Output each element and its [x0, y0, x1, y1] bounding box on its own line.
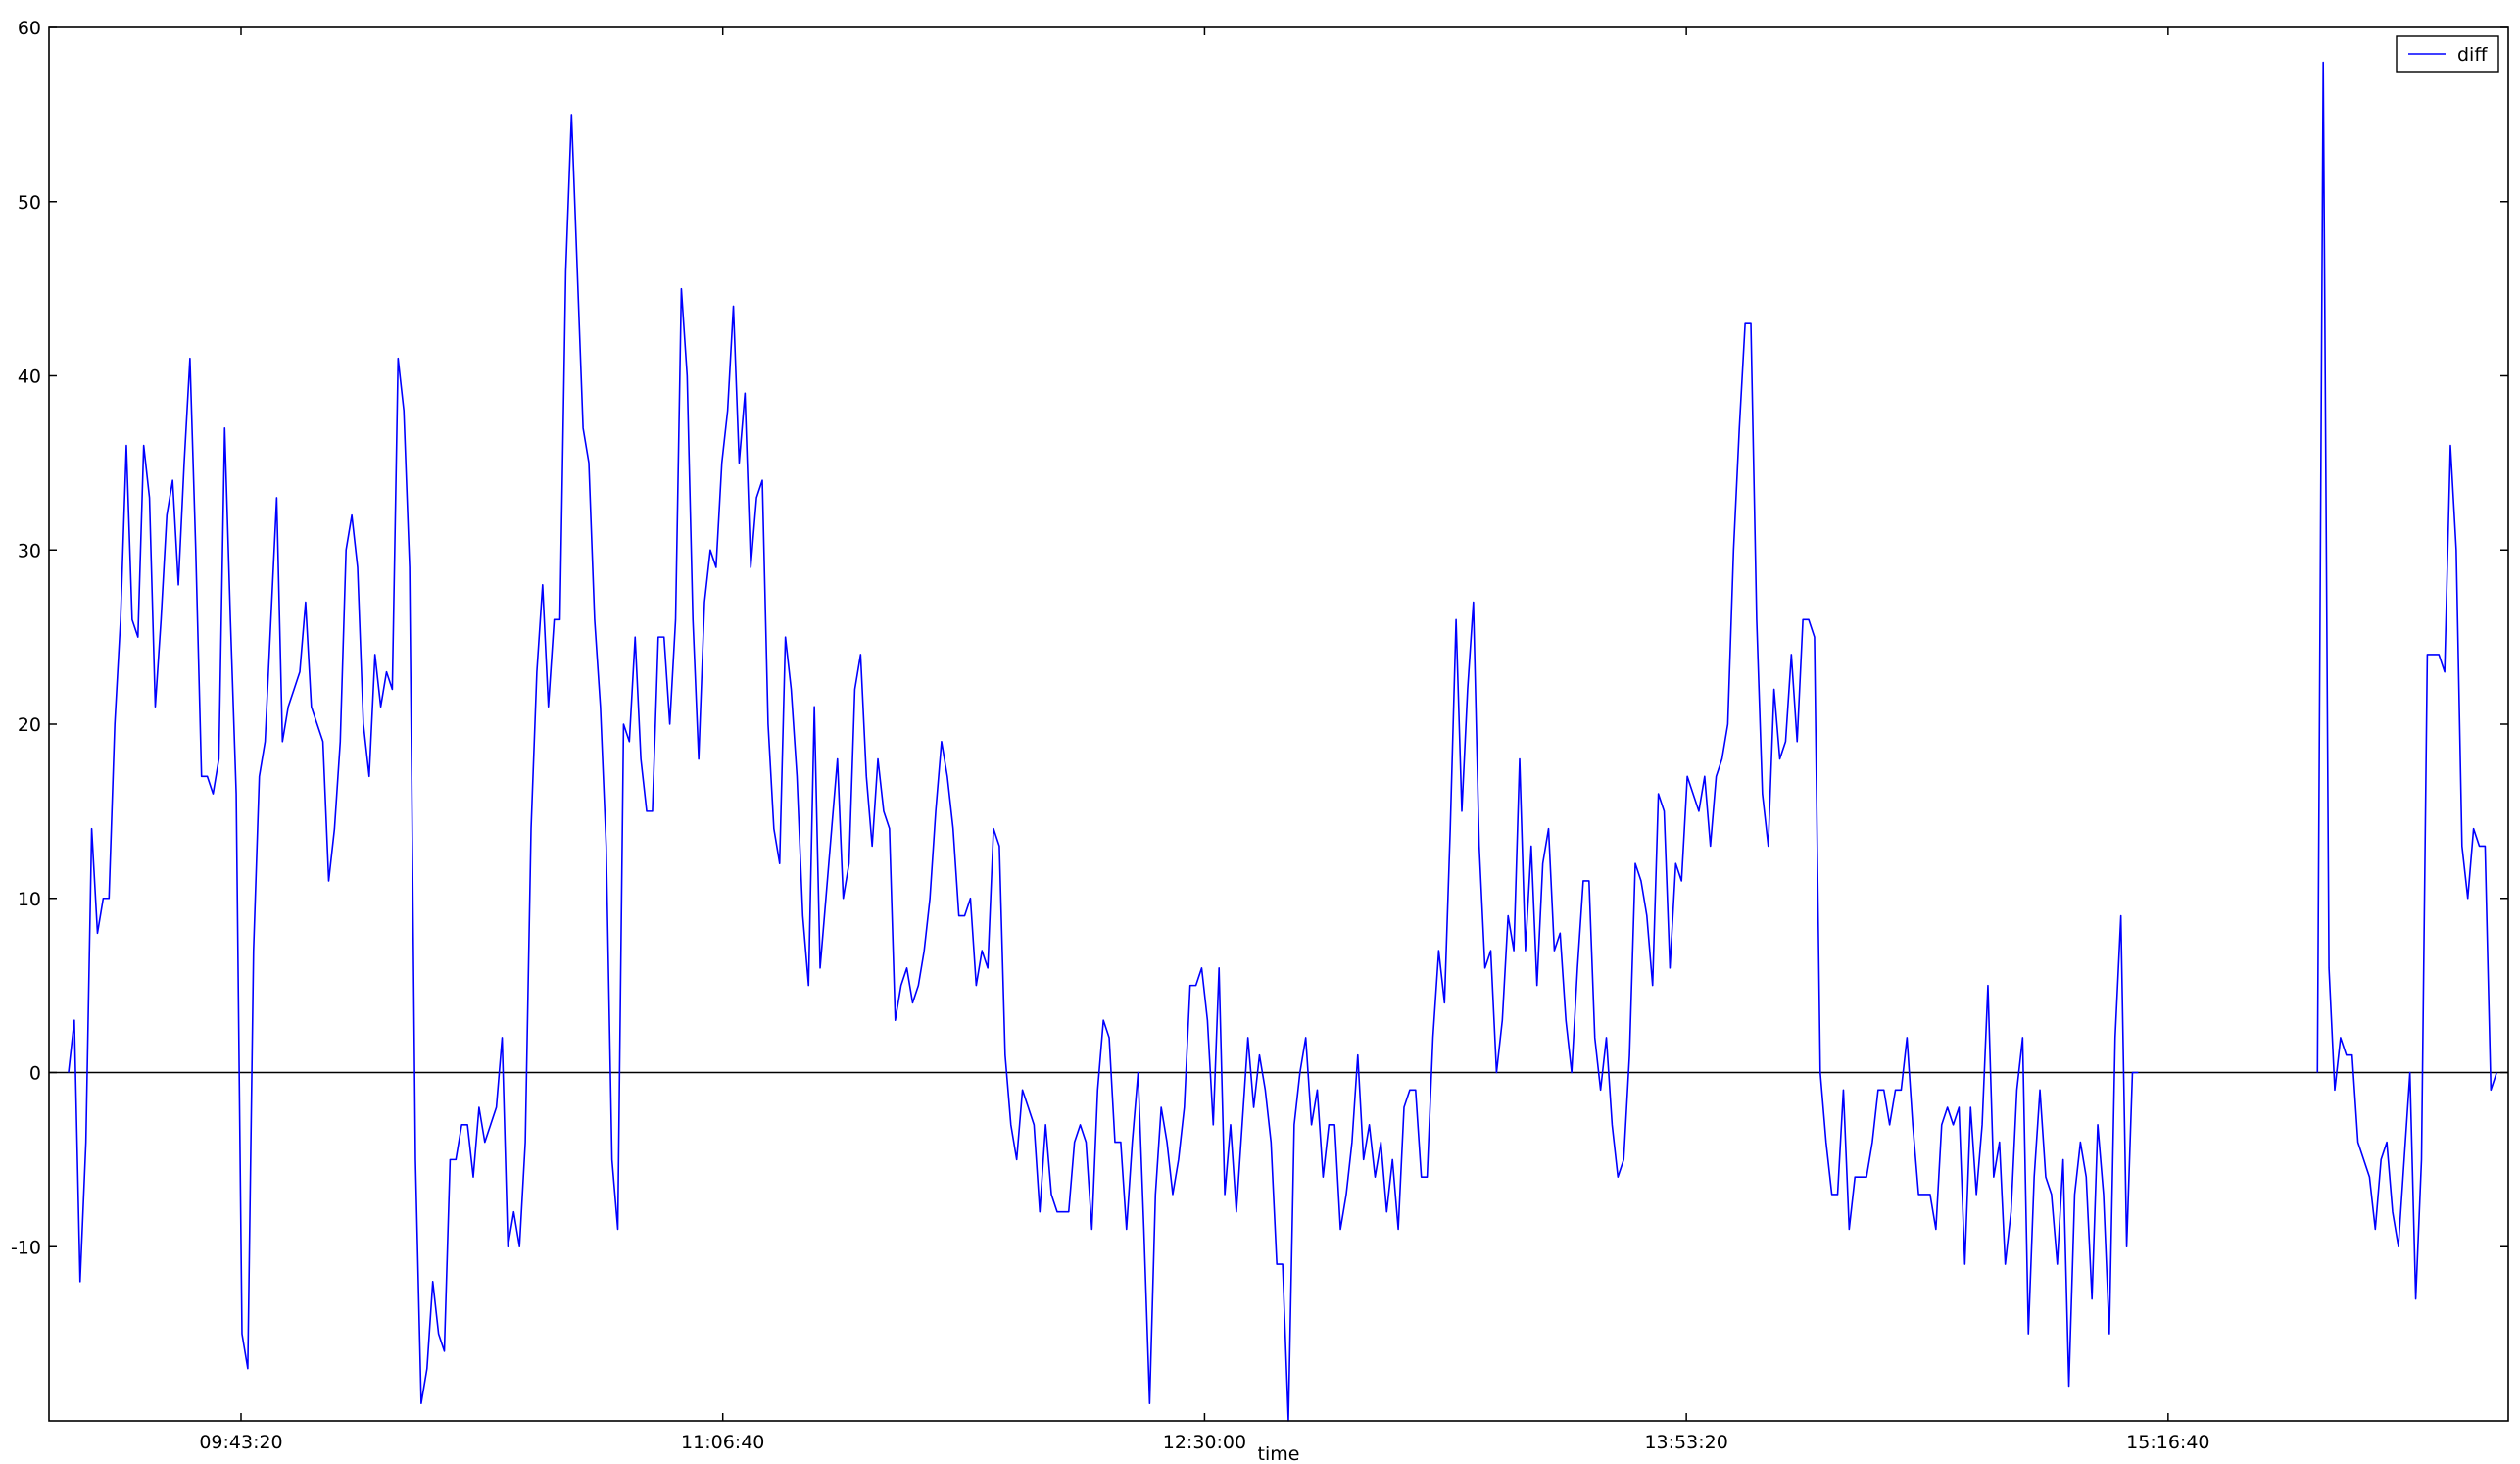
x-tick-label: 09:43:20 — [199, 1432, 282, 1453]
plot-frame — [48, 26, 2509, 1422]
x-tick-label: 15:16:40 — [2126, 1432, 2209, 1453]
y-tick-label: 60 — [18, 18, 41, 39]
x-axis-label: time — [1258, 1443, 1300, 1464]
y-tick-label: 10 — [18, 889, 41, 910]
y-tick-label: -10 — [11, 1237, 41, 1258]
series-line — [68, 61, 2497, 1422]
y-tick-label: 50 — [18, 192, 41, 214]
legend: diff — [2396, 35, 2499, 73]
y-tick-label: 40 — [18, 366, 41, 388]
y-tick-label: 20 — [18, 714, 41, 736]
legend-label: diff — [2457, 44, 2488, 66]
y-tick-label: 30 — [18, 540, 41, 561]
x-tick-label: 11:06:40 — [681, 1432, 764, 1453]
x-tick-label: 13:53:20 — [1644, 1432, 1727, 1453]
x-tick-label: 12:30:00 — [1163, 1432, 1246, 1453]
y-tick-label: 0 — [29, 1063, 41, 1085]
